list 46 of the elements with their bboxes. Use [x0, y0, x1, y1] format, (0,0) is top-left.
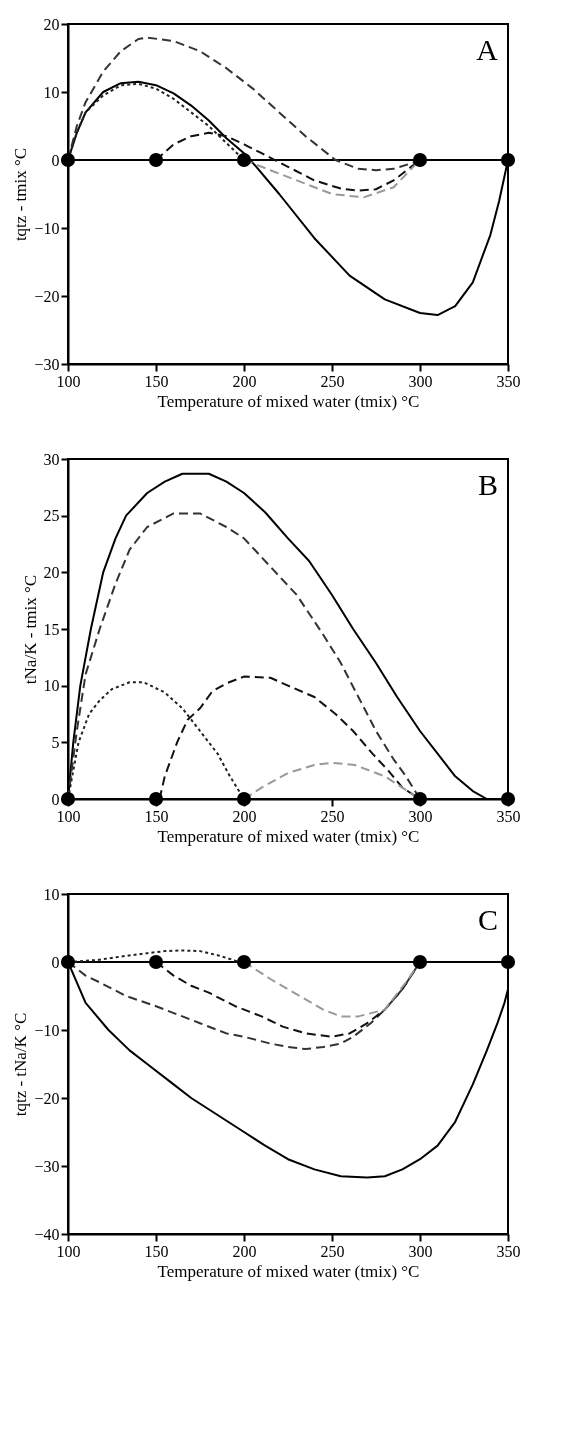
x-axis-title: Temperature of mixed water (tmix) °C [157, 826, 420, 846]
y-axis-title: tqtz - tNa/K °C [11, 1012, 31, 1117]
y-tick-label: −20 [34, 1089, 60, 1107]
y-tick-label: 20 [43, 15, 60, 33]
x-axis-title: Temperature of mixed water (tmix) °C [157, 1261, 420, 1281]
x-tick-label: 250 [320, 372, 345, 390]
annotation: C [477, 903, 498, 936]
y-tick-label: −10 [34, 1021, 60, 1039]
y-tick-label: 30 [43, 450, 60, 468]
annotation: B [477, 468, 498, 501]
y-tick-label: −30 [34, 1157, 60, 1175]
y-axis-title: tqtz - tmix °C [11, 147, 31, 242]
x-tick-label: 100 [56, 1242, 81, 1260]
y-tick-label: −20 [34, 287, 60, 305]
y-tick-label: 0 [51, 790, 60, 808]
x-tick-label: 200 [232, 372, 257, 390]
x-tick-label: 350 [496, 807, 521, 825]
y-tick-label: 20 [43, 563, 60, 581]
x-tick-label: 200 [232, 807, 257, 825]
y-tick-label: −10 [34, 219, 60, 237]
y-tick-label: 10 [43, 677, 60, 695]
y-tick-label: 0 [51, 151, 60, 169]
x-tick-label: 300 [408, 1242, 433, 1260]
x-tick-label: 350 [496, 1242, 521, 1260]
y-tick-label: 10 [43, 885, 60, 903]
x-tick-label: 250 [320, 1242, 345, 1260]
x-tick-label: 150 [144, 372, 169, 390]
x-tick-label: 300 [408, 372, 433, 390]
y-tick-label: −40 [34, 1225, 60, 1243]
y-tick-label: 5 [51, 733, 60, 751]
y-tick-label: 0 [51, 953, 60, 971]
x-tick-label: 100 [56, 372, 81, 390]
x-tick-label: 100 [56, 807, 81, 825]
x-axis-title: Temperature of mixed water (tmix) °C [157, 391, 420, 411]
y-axis-title: tNa/K - tmix °C [20, 574, 40, 685]
y-tick-label: 10 [43, 83, 60, 101]
x-tick-label: 150 [144, 1242, 169, 1260]
annotation: A [476, 33, 499, 66]
x-tick-label: 200 [232, 1242, 257, 1260]
x-tick-label: 300 [408, 807, 433, 825]
x-tick-label: 150 [144, 807, 169, 825]
y-tick-label: 25 [43, 507, 60, 525]
x-tick-label: 350 [496, 372, 521, 390]
y-tick-label: 15 [43, 620, 60, 638]
y-tick-label: −30 [34, 355, 60, 373]
x-tick-label: 250 [320, 807, 345, 825]
